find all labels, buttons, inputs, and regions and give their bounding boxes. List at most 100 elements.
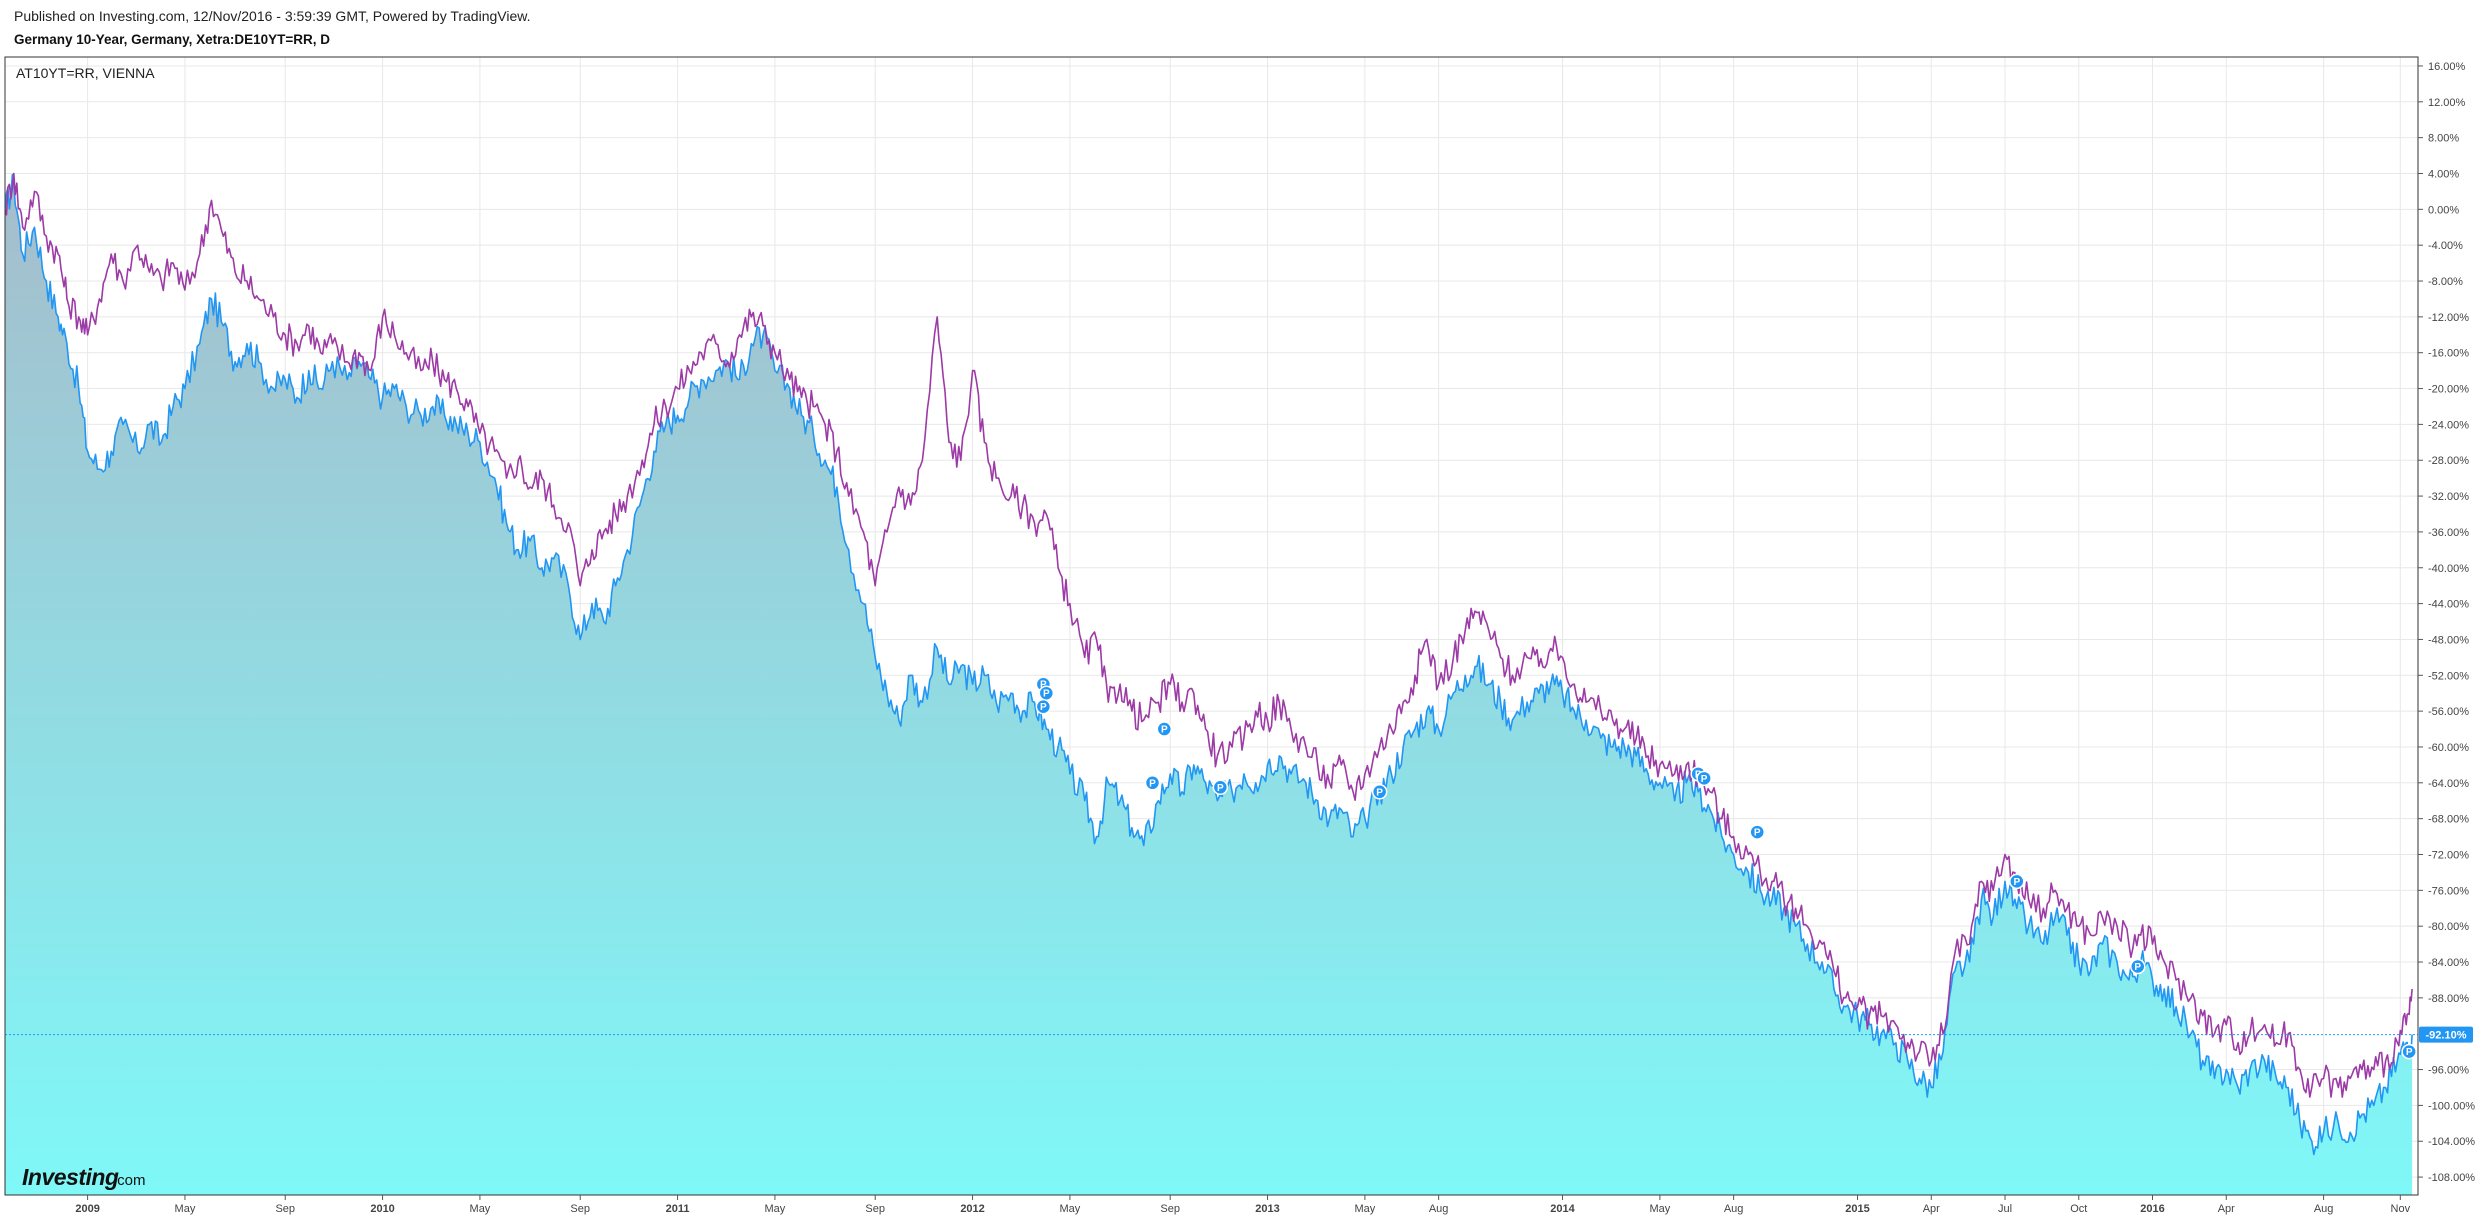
y-tick-label: -104.00% (2428, 1136, 2475, 1148)
logo-text: Investing (22, 1164, 119, 1190)
x-tick-label: Aug (1724, 1203, 1744, 1215)
y-tick-label: 16.00% (2428, 61, 2466, 73)
y-tick-label: -108.00% (2428, 1172, 2475, 1184)
event-marker-dot (1749, 824, 1765, 840)
y-tick-label: -8.00% (2428, 276, 2463, 288)
y-tick-label: -44.00% (2428, 599, 2469, 611)
y-tick-label: -76.00% (2428, 885, 2469, 897)
y-tick-label: -48.00% (2428, 634, 2469, 646)
y-tick-label: -64.00% (2428, 778, 2469, 790)
event-marker-dot (1144, 775, 1161, 791)
event-marker: P (1696, 770, 1712, 787)
y-tick-label: 12.00% (2428, 97, 2466, 109)
event-marker: P (1371, 784, 1388, 800)
x-tick-label: May (1355, 1203, 1376, 1215)
y-tick-label: -72.00% (2428, 849, 2469, 861)
x-tick-label: May (175, 1203, 196, 1215)
y-tick-label: -24.00% (2428, 419, 2469, 431)
x-tick-label: Apr (1923, 1203, 1940, 1215)
last-price-bg (2419, 1026, 2473, 1043)
event-marker-label: P (2406, 1047, 2413, 1058)
x-tick-label: 2009 (75, 1203, 99, 1215)
x-tick-label: May (1060, 1203, 1081, 1215)
last-price-text: -92.10% (2426, 1030, 2467, 1042)
event-marker-label: P (1754, 828, 1761, 839)
event-marker: P (1212, 779, 1229, 796)
event-marker-label: P (1149, 778, 1156, 789)
event-marker: P (2009, 873, 2025, 890)
event-marker-dot (1212, 779, 1229, 796)
y-tick-label: -12.00% (2428, 312, 2469, 324)
event-marker-dot (1156, 721, 1173, 737)
y-tick-label: -52.00% (2428, 670, 2469, 682)
y-tick-label: -56.00% (2428, 706, 2469, 718)
event-marker-label: P (1376, 787, 1383, 798)
x-tick-label: May (765, 1203, 786, 1215)
investing-logo: Investing .com (22, 1164, 146, 1190)
event-marker-label: P (2134, 962, 2141, 973)
x-tick-label: Aug (1429, 1203, 1449, 1215)
x-tick-label: May (1649, 1203, 1670, 1215)
published-note: Published on Investing.com, 12/Nov/2016 … (14, 8, 531, 24)
y-tick-label: 0.00% (2428, 204, 2459, 216)
event-marker: P (1749, 824, 1765, 840)
y-tick-label: -36.00% (2428, 527, 2469, 539)
x-tick-label: Sep (865, 1203, 885, 1215)
x-tick-label: Jul (1998, 1203, 2012, 1215)
y-tick-label: -40.00% (2428, 563, 2469, 575)
event-markers: PPPPPPPPPPPPP (1035, 676, 2417, 1060)
event-marker-dot (1371, 784, 1388, 800)
event-marker-label: P (1701, 774, 1708, 785)
y-tick-label: -80.00% (2428, 921, 2469, 933)
event-marker-label: P (1043, 689, 1050, 700)
x-tick-label: Sep (570, 1203, 590, 1215)
chart-title: Germany 10-Year, Germany, Xetra:DE10YT=R… (14, 32, 331, 47)
y-tick-label: -4.00% (2428, 240, 2463, 252)
x-tick-label: 2012 (960, 1203, 984, 1215)
last-price-label: -92.10% (2419, 1026, 2473, 1043)
event-marker: P (1144, 775, 1161, 791)
y-tick-label: -16.00% (2428, 348, 2469, 360)
event-marker-dot (1696, 770, 1712, 787)
y-tick-label: -88.00% (2428, 993, 2469, 1005)
x-tick-label: Sep (1160, 1203, 1180, 1215)
x-tick-label: 2015 (1845, 1203, 1869, 1215)
y-tick-label: -96.00% (2428, 1065, 2469, 1077)
event-marker-label: P (1040, 680, 1047, 691)
x-tick-label: 2016 (2140, 1203, 2164, 1215)
event-marker-dot (1035, 698, 1052, 715)
y-axis: 16.00% 12.00% 8.00% 4.00% 0.00% -4.00% -8.00% -… (2418, 61, 2475, 1184)
x-tick-label: Nov (2391, 1203, 2411, 1215)
event-marker: P (1035, 698, 1052, 715)
event-marker: P (2401, 1043, 2417, 1060)
logo-suffix: .com (113, 1172, 146, 1189)
y-tick-label: -60.00% (2428, 742, 2469, 754)
series-layer (5, 172, 2413, 1195)
x-tick-label: Sep (275, 1203, 295, 1215)
event-marker-dot (2130, 958, 2146, 975)
event-marker-label: P (2013, 877, 2020, 888)
x-tick-label: 2011 (666, 1203, 690, 1215)
legend-label: AT10YT=RR, VIENNA (16, 65, 155, 81)
x-axis: 2009 May Sep 2010 May Sep 2011 May Sep 2012 May Sep… (75, 1195, 2411, 1215)
y-tick-label: -20.00% (2428, 384, 2469, 396)
x-tick-label: Aug (2314, 1203, 2334, 1215)
series-area-fill (5, 174, 2413, 1195)
x-tick-label: Apr (2218, 1203, 2235, 1215)
event-marker-label: P (1217, 783, 1224, 794)
event-marker: P (1038, 685, 1055, 701)
x-tick-label: May (470, 1203, 491, 1215)
series-line-primary (5, 173, 2413, 1156)
x-tick-label: Oct (2070, 1203, 2087, 1215)
y-tick-label: -68.00% (2428, 814, 2469, 826)
y-tick-label: 8.00% (2428, 133, 2459, 145)
y-tick-label: -28.00% (2428, 455, 2469, 467)
y-tick-label: 4.00% (2428, 168, 2459, 180)
event-marker-label: P (1040, 702, 1047, 713)
y-tick-label: -84.00% (2428, 957, 2469, 969)
x-tick-label: 2014 (1550, 1203, 1575, 1215)
event-marker-dot (2009, 873, 2025, 890)
event-marker-label: P (1161, 725, 1168, 736)
y-tick-label: -100.00% (2428, 1100, 2475, 1112)
